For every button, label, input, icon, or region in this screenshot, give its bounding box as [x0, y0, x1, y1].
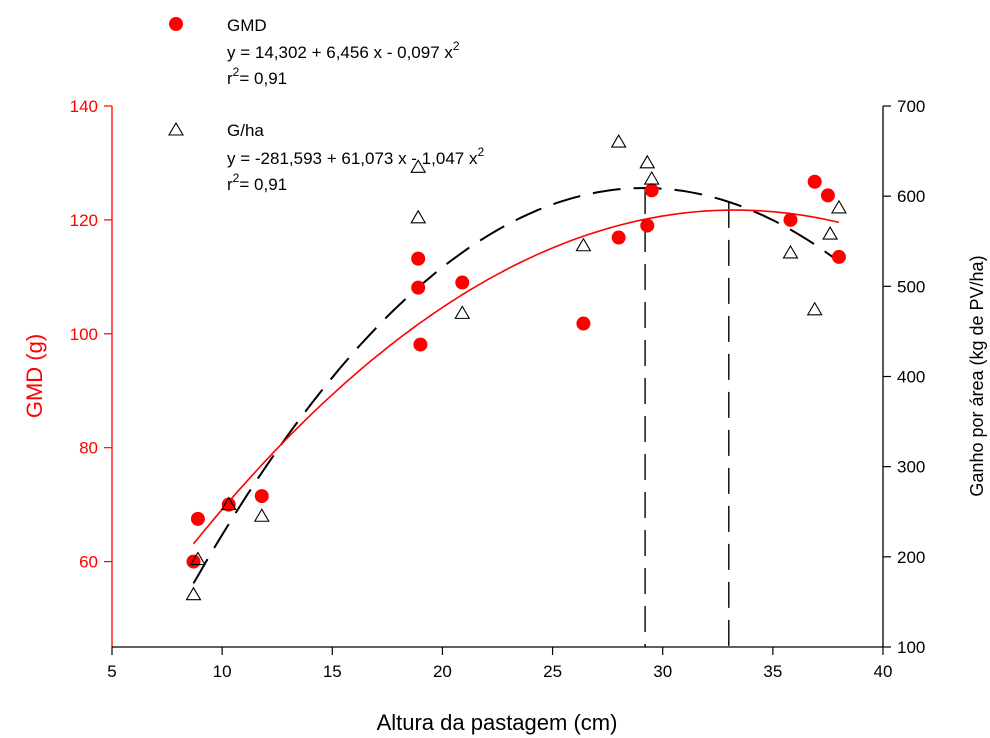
right-y-tick-label: 400	[897, 368, 925, 387]
gmd-point	[186, 554, 201, 569]
gmd-point	[644, 183, 659, 198]
gha-point	[189, 551, 206, 566]
legend-gmd-r2: r2= 0,91	[227, 65, 287, 88]
gha-point	[822, 225, 839, 240]
gha-point	[410, 159, 427, 173]
legend-gmd-equation: y = 14,302 + 6,456 x - 0,097 x2	[227, 39, 460, 62]
legend-gha-r2: r2= 0,91	[227, 171, 287, 194]
gmd-point	[820, 188, 835, 203]
x-axis-title: Altura da pastagem (cm)	[377, 710, 618, 735]
legend-gmd-marker	[169, 17, 183, 31]
gha-point	[643, 170, 660, 185]
x-tick-label: 35	[763, 662, 782, 681]
legend-gha-marker	[168, 121, 184, 136]
gmd-fit-curve	[192, 209, 840, 545]
tick-labels: 5 10 15 20 25 30 35 40 60 80 100 120 140 100 200 300 400…	[70, 97, 926, 681]
legend-gmd-equation-text: y = 14,302 + 6,456 x - 0,097 x	[227, 43, 453, 62]
left-y-tick-label: 100	[70, 325, 98, 344]
legend-gha-r-sup: 2	[233, 171, 240, 185]
legend-gha-r2-value: = 0,91	[239, 175, 287, 194]
legend-gmd-name: GMD	[227, 16, 267, 35]
gmd-point	[807, 174, 822, 189]
legend: GMD y = 14,302 + 6,456 x - 0,097 x2 r2= …	[168, 16, 484, 194]
gmd-point	[413, 337, 428, 352]
gha-point	[806, 301, 823, 316]
gha-points	[185, 133, 847, 601]
gmd-point	[190, 511, 205, 526]
right-axis-title: Ganho por área (kg de PV/ha)	[967, 255, 987, 496]
gha-point	[185, 586, 202, 601]
gha-point	[782, 244, 799, 259]
right-y-tick-label: 700	[897, 97, 925, 116]
legend-gha-equation: y = -281,593 + 61,073 x - 1,047 x2	[227, 145, 484, 168]
gmd-point	[254, 489, 269, 504]
reference-lines	[644, 188, 730, 647]
gmd-point	[576, 316, 591, 331]
gha-point	[253, 508, 270, 522]
right-y-tick-label: 600	[897, 187, 925, 206]
left-y-tick-label: 60	[79, 553, 98, 572]
legend-gmd-r: r	[227, 69, 233, 88]
x-tick-label: 5	[107, 662, 116, 681]
gha-point	[575, 237, 592, 252]
legend-gmd-r-sup: 2	[233, 65, 240, 79]
legend-gha-eq-sup: 2	[477, 145, 484, 159]
legend-gmd-r2-value: = 0,91	[239, 69, 287, 88]
x-tick-label: 20	[433, 662, 452, 681]
gha-fit-curve	[192, 186, 840, 584]
right-y-tick-label: 200	[897, 548, 925, 567]
legend-gha-r: r	[227, 175, 233, 194]
right-y-tick-label: 100	[897, 638, 925, 657]
gmd-point	[783, 212, 798, 227]
right-y-tick-label: 500	[897, 277, 925, 296]
gmd-point	[455, 275, 470, 290]
gmd-points	[186, 174, 846, 569]
gha-point	[454, 305, 471, 319]
left-axis-title: GMD (g)	[22, 334, 47, 418]
x-tick-label: 30	[653, 662, 672, 681]
gmd-point	[640, 218, 655, 233]
left-y-tick-label: 80	[79, 439, 98, 458]
x-tick-label: 10	[213, 662, 232, 681]
x-tick-label: 40	[874, 662, 893, 681]
x-tick-label: 25	[543, 662, 562, 681]
gha-point	[830, 199, 847, 214]
legend-gha-name: G/ha	[227, 121, 264, 140]
right-y-tick-label: 300	[897, 458, 925, 477]
legend-gmd-eq-sup: 2	[453, 39, 460, 53]
gmd-point	[611, 230, 626, 245]
gmd-point	[411, 251, 426, 266]
gmd-point	[831, 249, 846, 264]
left-y-tick-label: 120	[70, 211, 98, 230]
gmd-point	[221, 497, 236, 512]
gmd-point	[411, 280, 426, 295]
left-y-tick-label: 140	[70, 97, 98, 116]
gha-point	[639, 154, 656, 169]
legend-gha-equation-text: y = -281,593 + 61,073 x - 1,047 x	[227, 149, 478, 168]
ticks	[104, 105, 891, 655]
gha-point	[610, 133, 627, 148]
gha-point	[410, 209, 427, 224]
x-tick-label: 15	[323, 662, 342, 681]
gha-point	[220, 496, 237, 511]
